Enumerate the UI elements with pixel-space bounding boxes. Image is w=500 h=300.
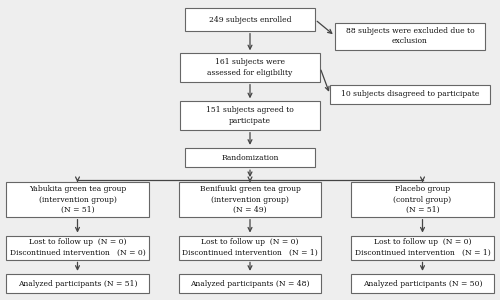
Text: Lost to follow up  (N = 0)
Discontinued intervention   (N = 0): Lost to follow up (N = 0) Discontinued i… xyxy=(10,238,145,257)
FancyBboxPatch shape xyxy=(330,85,490,104)
Text: Randomization: Randomization xyxy=(221,154,279,161)
Text: Lost to follow up  (N = 0)
Discontinued intervention   (N = 1): Lost to follow up (N = 0) Discontinued i… xyxy=(354,238,490,257)
Text: Analyzed participants (N = 51): Analyzed participants (N = 51) xyxy=(18,280,137,287)
Text: Lost to follow up  (N = 0)
Discontinued intervention   (N = 1): Lost to follow up (N = 0) Discontinued i… xyxy=(182,238,318,257)
FancyBboxPatch shape xyxy=(180,53,320,82)
Text: 249 subjects enrolled: 249 subjects enrolled xyxy=(209,16,291,23)
FancyBboxPatch shape xyxy=(351,236,494,260)
FancyBboxPatch shape xyxy=(180,101,320,130)
Text: Analyzed participants (N = 48): Analyzed participants (N = 48) xyxy=(190,280,310,287)
Text: Analyzed participants (N = 50): Analyzed participants (N = 50) xyxy=(363,280,482,287)
FancyBboxPatch shape xyxy=(351,182,494,217)
Text: Placebo group
(control group)
(N = 51): Placebo group (control group) (N = 51) xyxy=(394,185,452,214)
Text: Benifuuki green tea group
(intervention group)
(N = 49): Benifuuki green tea group (intervention … xyxy=(200,185,300,214)
FancyBboxPatch shape xyxy=(6,274,149,293)
FancyBboxPatch shape xyxy=(6,236,149,260)
FancyBboxPatch shape xyxy=(185,8,315,31)
FancyBboxPatch shape xyxy=(179,274,322,293)
Text: 10 subjects disagreed to participate: 10 subjects disagreed to participate xyxy=(341,91,479,98)
FancyBboxPatch shape xyxy=(179,182,322,217)
FancyBboxPatch shape xyxy=(185,148,315,167)
FancyBboxPatch shape xyxy=(335,22,485,50)
Text: Yabukita green tea group
(intervention group)
(N = 51): Yabukita green tea group (intervention g… xyxy=(29,185,126,214)
Text: 151 subjects agreed to
participate: 151 subjects agreed to participate xyxy=(206,106,294,125)
FancyBboxPatch shape xyxy=(351,274,494,293)
FancyBboxPatch shape xyxy=(6,182,149,217)
Text: 88 subjects were excluded due to
exclusion: 88 subjects were excluded due to exclusi… xyxy=(346,27,474,45)
Text: 161 subjects were
assessed for eligibility: 161 subjects were assessed for eligibili… xyxy=(208,58,292,77)
FancyBboxPatch shape xyxy=(179,236,322,260)
